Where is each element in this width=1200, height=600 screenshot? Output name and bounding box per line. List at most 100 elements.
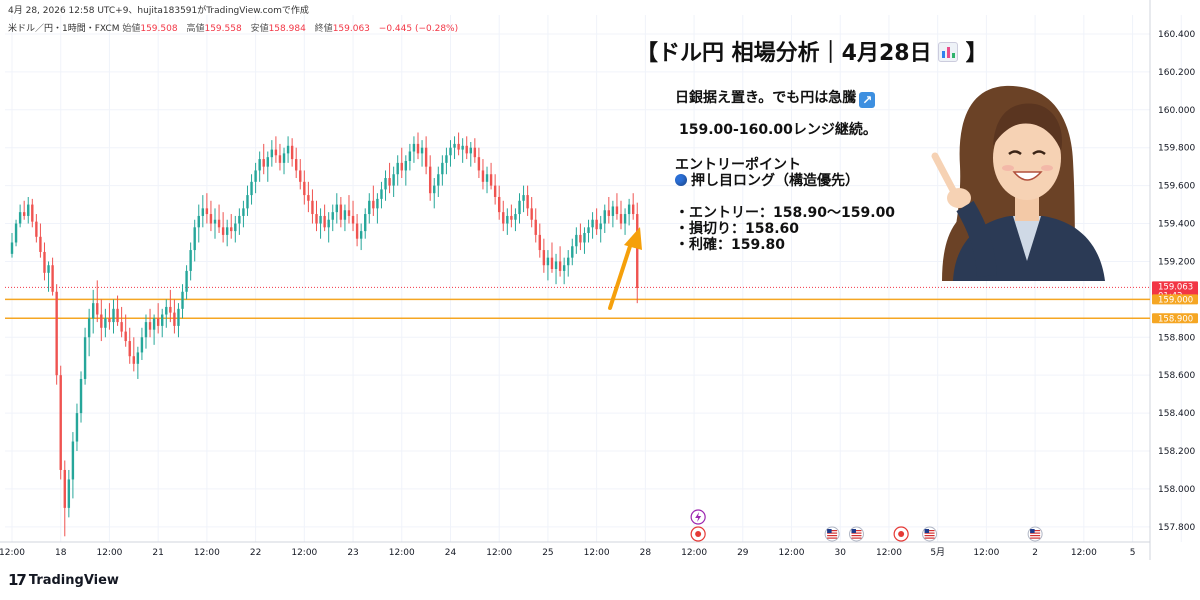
candle-body bbox=[636, 214, 639, 288]
price-tick-label: 158.400 bbox=[1158, 409, 1195, 419]
candle-body bbox=[59, 375, 62, 470]
candle-body bbox=[254, 170, 257, 182]
price-tick-label: 159.400 bbox=[1158, 220, 1195, 230]
candle-body bbox=[47, 265, 50, 273]
candle-body bbox=[469, 147, 472, 154]
candle-body bbox=[148, 322, 152, 330]
candle-body bbox=[299, 170, 302, 182]
high-label: 高値 bbox=[186, 24, 205, 34]
us-flag-stripe bbox=[827, 530, 838, 532]
us-flag-stripe bbox=[851, 535, 862, 537]
candle-body bbox=[603, 210, 606, 224]
lightning-bolt bbox=[695, 512, 702, 522]
candle-body bbox=[156, 318, 160, 326]
entry-heading: エントリーポイント bbox=[675, 157, 801, 173]
candle-body bbox=[510, 215, 513, 220]
change-value: −0.445 (−0.28%) bbox=[378, 24, 459, 34]
candle-body bbox=[116, 308, 119, 323]
high-value: 159.558 bbox=[204, 24, 242, 34]
time-tick-label: 18 bbox=[55, 548, 67, 558]
candle-body bbox=[290, 145, 294, 160]
time-tick-label: 5月 bbox=[930, 547, 945, 558]
candle-body bbox=[534, 219, 537, 235]
price-levels bbox=[5, 286, 1150, 320]
candle-body bbox=[177, 308, 180, 326]
candle-body bbox=[396, 162, 399, 175]
candle-body bbox=[136, 352, 140, 364]
candle-body bbox=[124, 331, 127, 342]
candle-body bbox=[526, 195, 529, 209]
price-tick-label: 159.200 bbox=[1158, 257, 1195, 267]
candle-body bbox=[619, 214, 623, 224]
candle-body bbox=[420, 147, 424, 154]
time-tick-label: 12:00 bbox=[96, 548, 122, 558]
candle-body bbox=[63, 469, 66, 508]
us-flag-canton bbox=[851, 529, 856, 533]
candle-body bbox=[152, 318, 156, 330]
analysis-line-1: 日銀据え置き。でも円は急騰 ↗ bbox=[675, 87, 876, 108]
candle-body bbox=[266, 157, 269, 167]
open-value: 159.508 bbox=[140, 24, 178, 34]
candle-body bbox=[31, 204, 34, 222]
candle-body bbox=[221, 227, 225, 235]
candle-body bbox=[144, 322, 148, 338]
candle-body bbox=[250, 181, 253, 196]
candle-body bbox=[518, 200, 521, 215]
candle-body bbox=[274, 149, 278, 156]
candle-body bbox=[169, 306, 172, 313]
price-badge-label: 158.900 bbox=[1158, 314, 1193, 324]
candle-body bbox=[554, 261, 558, 270]
candle-body bbox=[558, 261, 562, 271]
candle-body bbox=[542, 250, 546, 266]
candle-body bbox=[400, 162, 403, 171]
candle-body bbox=[493, 185, 497, 197]
candle-body bbox=[453, 143, 456, 148]
candle-body bbox=[327, 219, 330, 228]
candle-body bbox=[104, 318, 107, 328]
candle-body bbox=[404, 160, 408, 171]
candle-body bbox=[217, 219, 221, 228]
candle-body bbox=[388, 178, 391, 186]
time-axis: 12:00 18 12:00 21 12:00 22 12:00 23 12:00 24 12:00… bbox=[0, 547, 1135, 558]
candle-body bbox=[67, 479, 71, 508]
open-label: 始値 bbox=[122, 24, 141, 34]
us-flag-stripe bbox=[1030, 532, 1041, 534]
stop-loss-text: ・損切り：158.60 bbox=[675, 221, 800, 237]
event-markers bbox=[690, 509, 1043, 542]
candle-body bbox=[132, 356, 135, 364]
close-value: 159.063 bbox=[332, 24, 370, 34]
candle-body bbox=[323, 215, 326, 228]
time-tick-label: 12:00 bbox=[1071, 548, 1097, 558]
candle-body bbox=[441, 162, 444, 175]
candle-body bbox=[433, 185, 436, 194]
candle-body bbox=[173, 312, 176, 326]
analysis-title: 【ドル円 相場分析｜4月28日 】 bbox=[636, 35, 988, 67]
chart-snapshot-meta: 4月 28, 2026 12:58 UTC+9、hujita183591がTra… bbox=[8, 6, 309, 16]
candle-body bbox=[128, 341, 131, 357]
candle-body bbox=[18, 212, 22, 224]
range-text: 159.00-160.00レンジ継続。 bbox=[679, 122, 877, 138]
candle-body bbox=[22, 212, 26, 216]
tradingview-logo[interactable]: 17 TradingView bbox=[8, 571, 119, 589]
candle-body bbox=[92, 303, 95, 319]
time-tick-label: 12:00 bbox=[681, 548, 707, 558]
candle-body bbox=[481, 170, 485, 182]
price-tick-label: 158.000 bbox=[1158, 485, 1195, 495]
time-tick-label: 30 bbox=[835, 548, 847, 558]
candle-body bbox=[234, 223, 237, 232]
price-badge bbox=[1152, 294, 1198, 305]
candle-body bbox=[14, 223, 18, 243]
candle-body bbox=[185, 270, 188, 292]
candle-body bbox=[408, 151, 412, 161]
candle-body bbox=[181, 291, 184, 309]
candle-body bbox=[258, 159, 261, 171]
candle-body bbox=[567, 257, 570, 266]
candle-body bbox=[449, 147, 452, 156]
candle-body bbox=[39, 236, 42, 252]
candle-body bbox=[339, 204, 343, 220]
candle-body bbox=[282, 153, 286, 163]
candle-body bbox=[538, 234, 541, 251]
candle-body bbox=[100, 314, 103, 328]
candle-body bbox=[522, 195, 525, 201]
